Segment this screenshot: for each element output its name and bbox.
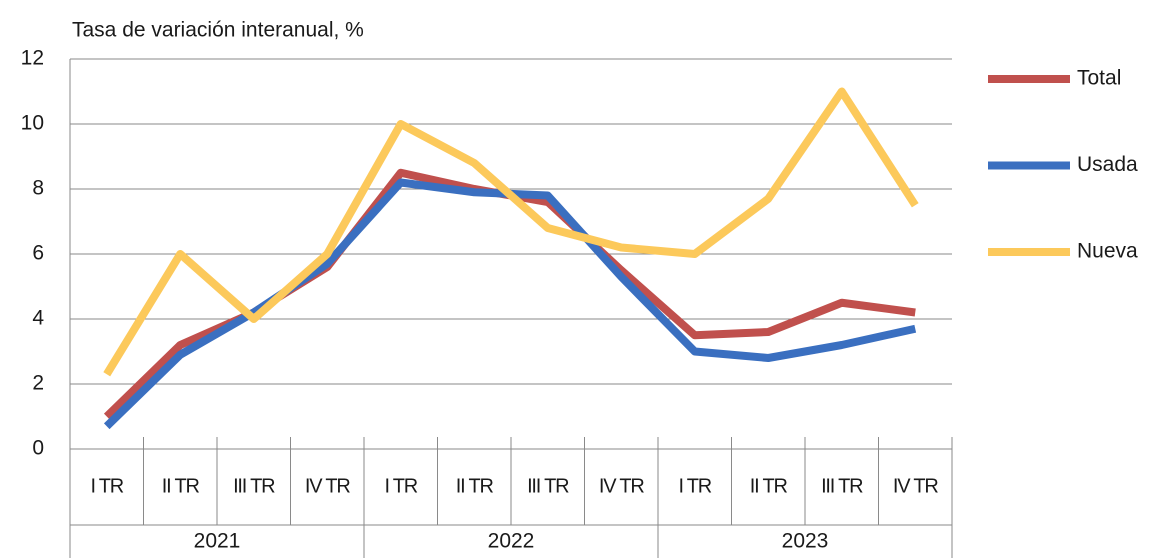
- series-line: [103, 87, 919, 377]
- y-tick-label: 4: [32, 307, 44, 330]
- legend-label: Usada: [1077, 153, 1138, 176]
- x-tick-label: II TR: [456, 475, 494, 497]
- chart-title: Tasa de variación interanual, %: [72, 19, 364, 42]
- y-tick-label: 2: [32, 372, 44, 395]
- series-line: [103, 178, 917, 430]
- y-tick-label: 6: [32, 242, 44, 265]
- x-tick-label: I TR: [90, 475, 123, 497]
- legend-label: Total: [1077, 67, 1121, 90]
- x-tick-label: IV TR: [893, 475, 939, 497]
- x-tick-label: II TR: [162, 475, 200, 497]
- x-tick-label: II TR: [750, 475, 788, 497]
- x-tick-label: III TR: [527, 475, 569, 497]
- x-tick-label: III TR: [233, 475, 275, 497]
- y-tick-label: 0: [32, 437, 44, 460]
- y-tick-label: 10: [21, 112, 44, 135]
- year-label: 2021: [194, 530, 241, 553]
- y-tick-label: 12: [21, 47, 44, 70]
- x-tick-label: I TR: [384, 475, 417, 497]
- x-tick-label: I TR: [678, 475, 711, 497]
- year-label: 2022: [488, 530, 535, 553]
- x-tick-label: III TR: [821, 475, 863, 497]
- year-label: 2023: [782, 530, 829, 553]
- y-tick-label: 8: [32, 177, 44, 200]
- x-tick-label: IV TR: [599, 475, 645, 497]
- legend-label: Nueva: [1077, 240, 1138, 263]
- x-tick-label: IV TR: [305, 475, 351, 497]
